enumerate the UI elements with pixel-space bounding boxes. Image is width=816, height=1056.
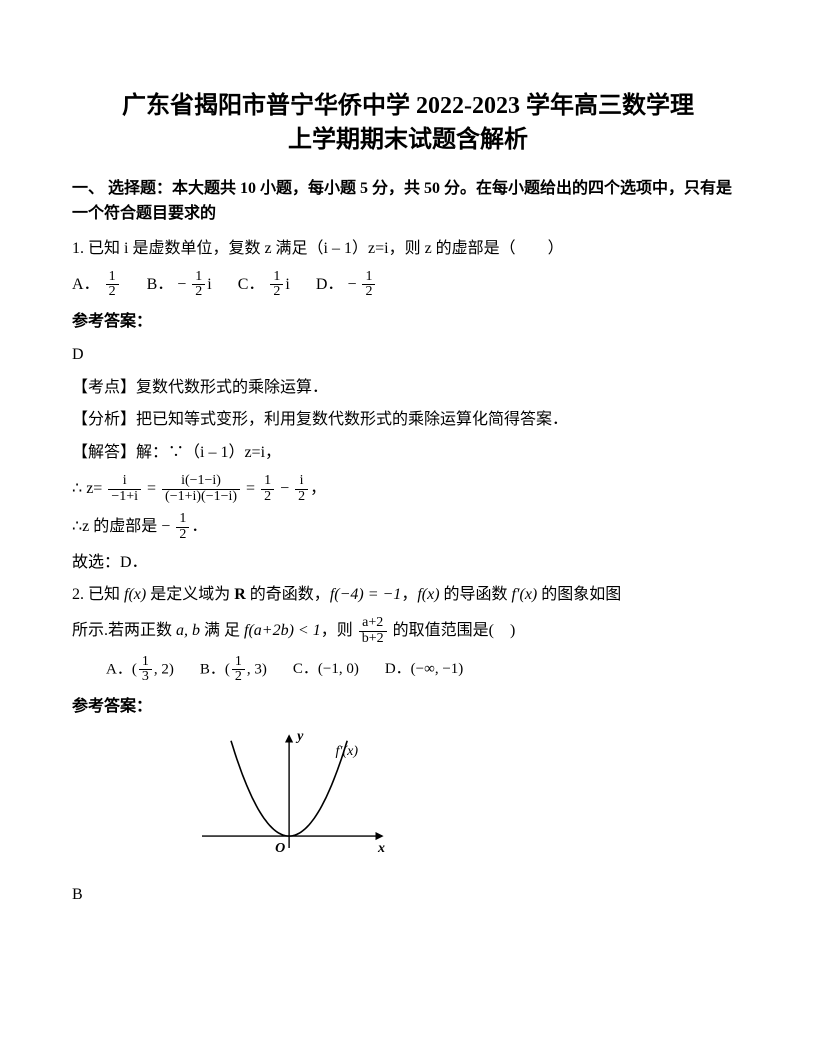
q1-opt-b: B． − 1 2 i (147, 270, 212, 300)
q1-options: A． 1 2 B． − 1 2 i C． 1 2 i D． − 1 (72, 270, 744, 300)
cond: f(a+2b) < 1 (244, 622, 321, 639)
frac: i 2 (295, 474, 308, 504)
suffix: i (285, 275, 289, 292)
text: ，则 (321, 622, 357, 639)
suffix: i (207, 275, 211, 292)
fx: f(x) (124, 586, 146, 603)
q1-conclusion: ∴z 的虚部是 − 1 2 ． (72, 512, 744, 542)
frac: i(−1−i) (−1+i)(−1−i) (162, 474, 240, 504)
q2-options: A．(13, 2) B．(12, 3) C．(−1, 0) D．(−∞, −1) (106, 655, 744, 685)
ab: a, b (176, 622, 200, 639)
q1-kaodian: 【考点】复数代数形式的乘除运算． (72, 376, 744, 401)
q1-answer: D (72, 343, 744, 368)
text: 是定义域为 (146, 586, 234, 603)
frac: 1 2 (106, 270, 119, 300)
q2-answer: B (72, 883, 744, 908)
title-line-1: 广东省揭阳市普宁华侨中学 2022-2023 学年高三数学理 (122, 93, 694, 119)
z-eq: z= (86, 480, 102, 497)
doc-title: 广东省揭阳市普宁华侨中学 2022-2023 学年高三数学理 上学期期末试题含解… (72, 90, 744, 157)
therefore: ∴ (72, 480, 82, 497)
opt-label: C． (238, 275, 265, 292)
text: 的奇函数， (246, 586, 330, 603)
frac: a+2 b+2 (359, 616, 387, 646)
q2-line2: 所示.若两正数 a, b 满 足 f(a+2b) < 1，则 a+2 b+2 的… (72, 616, 744, 646)
parabola-graph: y x Of′(x) (192, 726, 392, 866)
frac: i −1+i (108, 474, 141, 504)
neg: − (347, 275, 356, 292)
text: 的取值范围是( ) (393, 622, 516, 639)
text: , 2) (154, 661, 174, 677)
q2-opt-d: D．(−∞, −1) (385, 658, 463, 681)
R: R (234, 586, 246, 603)
q1-fenxi: 【分析】把已知等式变形，利用复数代数形式的乘除运算化简得答案． (72, 408, 744, 433)
text: 所示.若两正数 (72, 622, 176, 639)
svg-text:y: y (295, 729, 304, 744)
text: (−1, 0) (318, 661, 359, 677)
fx: f(x) (417, 586, 439, 603)
frac: 13 (139, 655, 152, 685)
title-line-2: 上学期期末试题含解析 (288, 127, 528, 153)
q1-pick: 故选：D． (72, 551, 744, 576)
svg-text:O: O (275, 841, 285, 856)
q2-opt-c: C．(−1, 0) (293, 658, 359, 681)
tail: ， (310, 480, 326, 497)
opt-label: B． (200, 661, 225, 677)
text: 的图象如图 (537, 586, 621, 603)
q1-opt-d: D． − 1 2 (316, 270, 378, 300)
opt-label: D． (316, 275, 344, 292)
eq: = (246, 480, 255, 497)
opt-label: D． (385, 661, 411, 677)
fprime: f′(x) (512, 586, 538, 603)
q2-opt-b: B．(12, 3) (200, 655, 267, 685)
q1-answer-heading: 参考答案： (72, 310, 744, 335)
text: (−∞, −1) (411, 661, 464, 677)
q2-line1: 2. 已知 f(x) 是定义域为 R 的奇函数，f(−4) = −1，f(x) … (72, 583, 744, 608)
text: 满 足 (200, 622, 244, 639)
section-1-heading: 一、 选择题：本大题共 10 小题，每小题 5 分，共 50 分。在每小题给出的… (72, 177, 744, 227)
q1-derivation: ∴ z= i −1+i = i(−1−i) (−1+i)(−1−i) = 1 2… (72, 474, 744, 504)
svg-text:f′(x): f′(x) (336, 744, 359, 759)
opt-label: C． (293, 661, 318, 677)
q1-opt-a: A． 1 2 (72, 270, 121, 300)
frac: 1 2 (261, 474, 274, 504)
q2-graph: y x Of′(x) (192, 726, 744, 875)
opt-label: B． (147, 275, 174, 292)
text: ， (401, 586, 417, 603)
svg-text:x: x (377, 841, 385, 856)
text: 的导函数 (440, 586, 512, 603)
q1-jieda-lead: 【解答】解：∵（i – 1）z=i， (72, 441, 744, 466)
q1-opt-c: C． 1 2 i (238, 270, 290, 300)
conc-lead: ∴z 的虚部是 − (72, 518, 174, 535)
text: 2. 已知 (72, 586, 124, 603)
minus: − (280, 480, 289, 497)
page: 广东省揭阳市普宁华侨中学 2022-2023 学年高三数学理 上学期期末试题含解… (0, 0, 816, 955)
opt-label: A． (72, 275, 100, 292)
q2-opt-a: A．(13, 2) (106, 655, 174, 685)
conc-tail: ． (191, 518, 207, 535)
frac: 1 2 (176, 512, 189, 542)
f-neg4: f(−4) = −1 (330, 586, 402, 603)
opt-label: A． (106, 661, 132, 677)
neg: − (177, 275, 186, 292)
frac: 12 (232, 655, 245, 685)
eq: = (147, 480, 156, 497)
frac: 1 2 (270, 270, 283, 300)
text: , 3) (247, 661, 267, 677)
q2-answer-heading: 参考答案： (72, 695, 744, 720)
q1-stem: 1. 已知 i 是虚数单位，复数 z 满足（i – 1）z=i，则 z 的虚部是… (72, 237, 744, 262)
frac: 1 2 (362, 270, 375, 300)
frac: 1 2 (192, 270, 205, 300)
